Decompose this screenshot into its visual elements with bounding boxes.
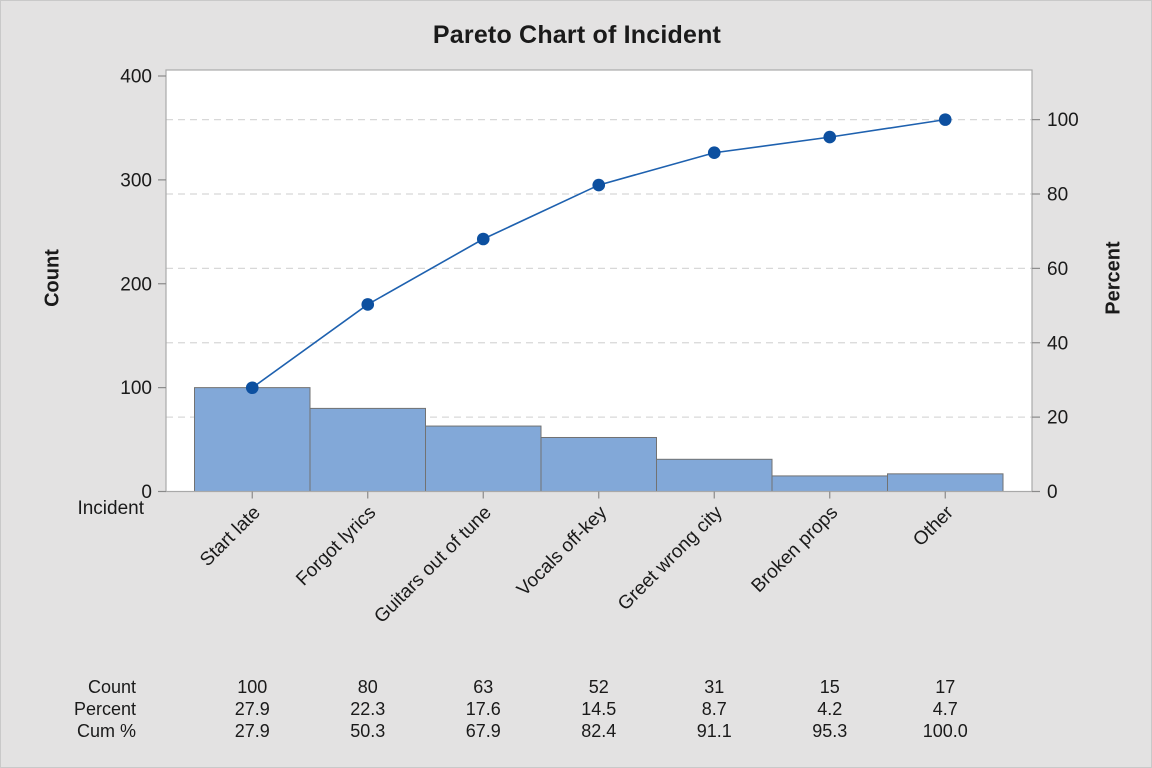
x-category-label-broken-props: Broken props — [748, 502, 843, 597]
cum-point-start-late — [245, 381, 259, 395]
table-cell-cum--6: 100.0 — [922, 721, 968, 741]
x-axis-title: Incident — [77, 498, 144, 519]
x-category-label-start-late: Start late — [196, 502, 265, 571]
chart-title: Pareto Chart of Incident — [432, 21, 722, 49]
table-cell-count-4: 31 — [704, 677, 725, 697]
left-tick-label-300: 300 — [120, 170, 152, 191]
right-axis-title: Percent — [1102, 241, 1125, 315]
cum-point-greet-wrong-city — [707, 146, 721, 160]
left-tick-label-100: 100 — [120, 378, 152, 399]
table-cell-cum--0: 27.9 — [234, 721, 270, 741]
cum-point-vocals-off-key — [592, 178, 606, 192]
x-category-label-guitars-out-of-tune: Guitars out of tune — [370, 502, 495, 627]
bar-start-late — [194, 387, 311, 492]
left-tick-label-200: 200 — [120, 274, 152, 295]
right-tick-label-40: 40 — [1047, 333, 1068, 354]
table-cell-percent-0: 27.9 — [234, 699, 270, 719]
table-cell-percent-4: 8.7 — [701, 699, 727, 719]
left-tick-label-400: 400 — [120, 67, 152, 88]
table-cell-cum--1: 50.3 — [350, 721, 386, 741]
cum-point-other — [938, 113, 952, 126]
bar-broken-props — [771, 475, 888, 493]
table-row-label-cum-pct: Cum % — [76, 721, 136, 741]
table-cell-cum--3: 82.4 — [581, 721, 617, 741]
table-cell-percent-3: 14.5 — [581, 699, 617, 719]
table-cell-percent-1: 22.3 — [350, 699, 386, 719]
right-tick-label-0: 0 — [1047, 482, 1058, 503]
table-cell-count-0: 100 — [237, 677, 268, 697]
cum-point-broken-props — [823, 130, 837, 144]
bar-guitars-out-of-tune — [425, 425, 542, 492]
right-tick-label-20: 20 — [1047, 408, 1068, 429]
left-tick-label-0: 0 — [141, 482, 152, 503]
bar-forgot-lyrics — [309, 407, 426, 492]
right-tick-label-60: 60 — [1047, 259, 1068, 280]
table-row-label-percent: Percent — [73, 699, 136, 719]
table-cell-cum--5: 95.3 — [812, 721, 848, 741]
x-category-label-greet-wrong-city: Greet wrong city — [614, 502, 727, 615]
bar-greet-wrong-city — [656, 458, 773, 492]
right-tick-label-100: 100 — [1047, 110, 1079, 131]
x-category-label-other: Other — [909, 502, 958, 551]
table-cell-percent-6: 4.7 — [932, 699, 958, 719]
cum-point-guitars-out-of-tune — [476, 232, 490, 246]
table-cell-count-1: 80 — [357, 677, 378, 697]
table-cell-cum--4: 91.1 — [696, 721, 732, 741]
table-cell-cum--2: 67.9 — [465, 721, 501, 741]
table-cell-count-6: 17 — [935, 677, 956, 697]
table-cell-percent-2: 17.6 — [465, 699, 501, 719]
table-cell-count-3: 52 — [588, 677, 609, 697]
x-category-label-forgot-lyrics: Forgot lyrics — [292, 502, 380, 590]
bar-other — [887, 473, 1004, 492]
cum-point-forgot-lyrics — [361, 298, 375, 311]
left-axis-title: Count — [41, 249, 64, 307]
x-category-label-vocals-off-key: Vocals off-key — [513, 502, 612, 601]
right-tick-label-80: 80 — [1047, 185, 1068, 206]
table-cell-count-5: 15 — [819, 677, 840, 697]
table-cell-percent-5: 4.2 — [817, 699, 843, 719]
bar-vocals-off-key — [540, 436, 657, 492]
table-row-label-count: Count — [87, 677, 136, 697]
table-cell-count-2: 63 — [473, 677, 494, 697]
